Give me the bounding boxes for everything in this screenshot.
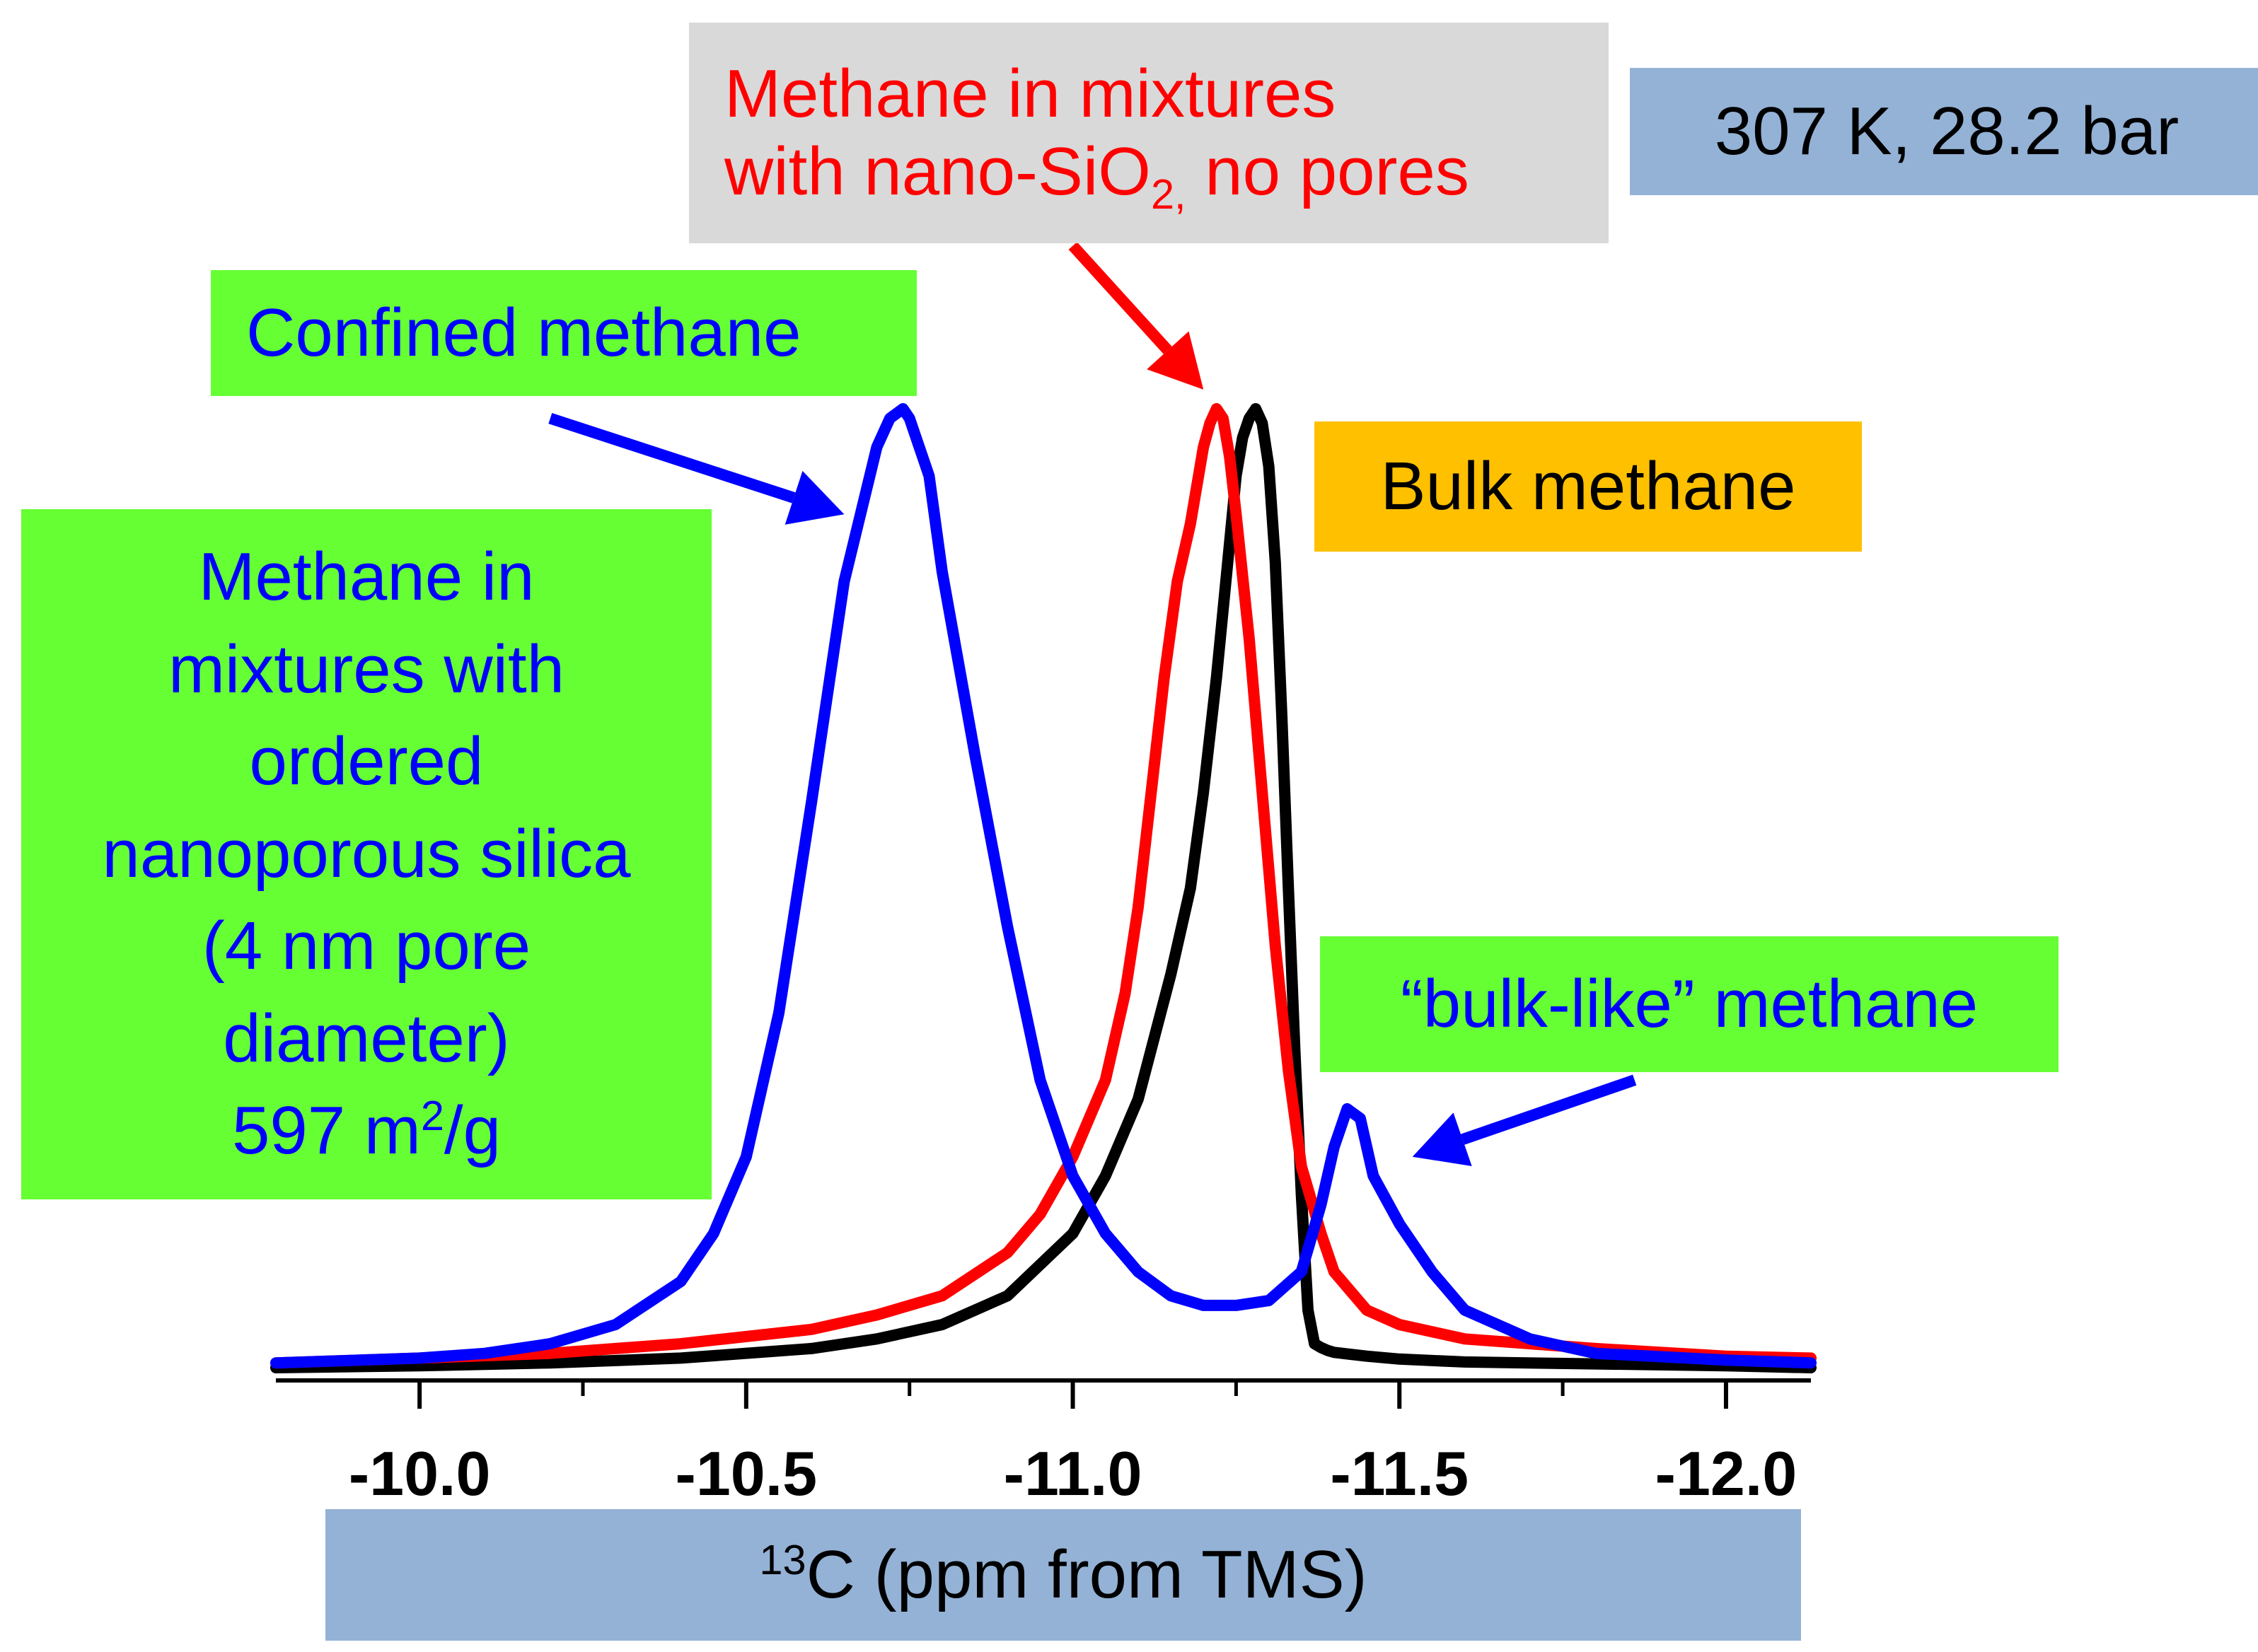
bulk-methane-label-box: Bulk methane — [1314, 421, 1862, 552]
series-line-bulk — [270, 403, 1817, 1373]
confined-methane-label: Confined methane — [246, 294, 801, 371]
annotation-arrow-head-3 — [1412, 1112, 1472, 1166]
nano-silica-label-box: Methane in mixtures with nano-SiO2, no p… — [689, 23, 1609, 243]
x-tick-label: -12.0 — [1655, 1438, 1797, 1508]
x-tick-label: -11.0 — [1004, 1438, 1142, 1508]
x-tick-label: -10.0 — [349, 1438, 491, 1508]
x-tick-label: -11.5 — [1330, 1438, 1469, 1508]
x-tick-label: -10.5 — [676, 1438, 818, 1508]
arrow-layer — [548, 242, 1637, 1166]
series-line-nano — [270, 403, 1817, 1369]
x-axis-label: 13C (ppm from TMS) — [759, 1535, 1367, 1612]
porous-line-1: Methane in — [198, 539, 535, 615]
annotation-arrow-head-2 — [1147, 331, 1204, 390]
porous-line-5: (4 nm pore — [202, 908, 531, 984]
annotation-arrow-shaft-2 — [1068, 242, 1172, 354]
series-line-confined — [270, 403, 1817, 1369]
nano-label-line2: with nano-SiO2, no pores — [724, 134, 1469, 219]
bulk-methane-label: Bulk methane — [1380, 448, 1796, 524]
bulk-like-methane-label: “bulk-like” methane — [1400, 965, 1979, 1042]
porous-line-6: diameter) — [223, 1000, 510, 1076]
porous-line-2: mixtures with — [168, 631, 565, 707]
porous-line-7: 597 m2/g — [232, 1092, 501, 1169]
confined-methane-label-box: Confined methane — [211, 270, 917, 396]
nanoporous-silica-label-box: Methane in mixtures with ordered nanopor… — [21, 509, 712, 1199]
annotation-arrow-head-1 — [784, 470, 845, 525]
annotation-arrow-shaft-1 — [548, 412, 796, 504]
series-layer — [270, 403, 1817, 1373]
conditions-label: 307 K, 28.2 bar — [1714, 93, 2179, 169]
x-axis: -10.0 -10.5 -11.0 -11.5 -12.0 — [276, 1378, 1811, 1508]
bulk-like-methane-label-box: “bulk-like” methane — [1320, 936, 2059, 1072]
nano-label-line1: Methane in mixtures — [724, 55, 1336, 132]
porous-line-3: ordered — [249, 723, 484, 800]
porous-line-4: nanoporous silica — [102, 815, 631, 892]
x-axis-label-box: 13C (ppm from TMS) — [325, 1509, 1801, 1641]
conditions-label-box: 307 K, 28.2 bar — [1630, 68, 2258, 195]
annotation-arrow-shaft-3 — [1460, 1074, 1637, 1145]
